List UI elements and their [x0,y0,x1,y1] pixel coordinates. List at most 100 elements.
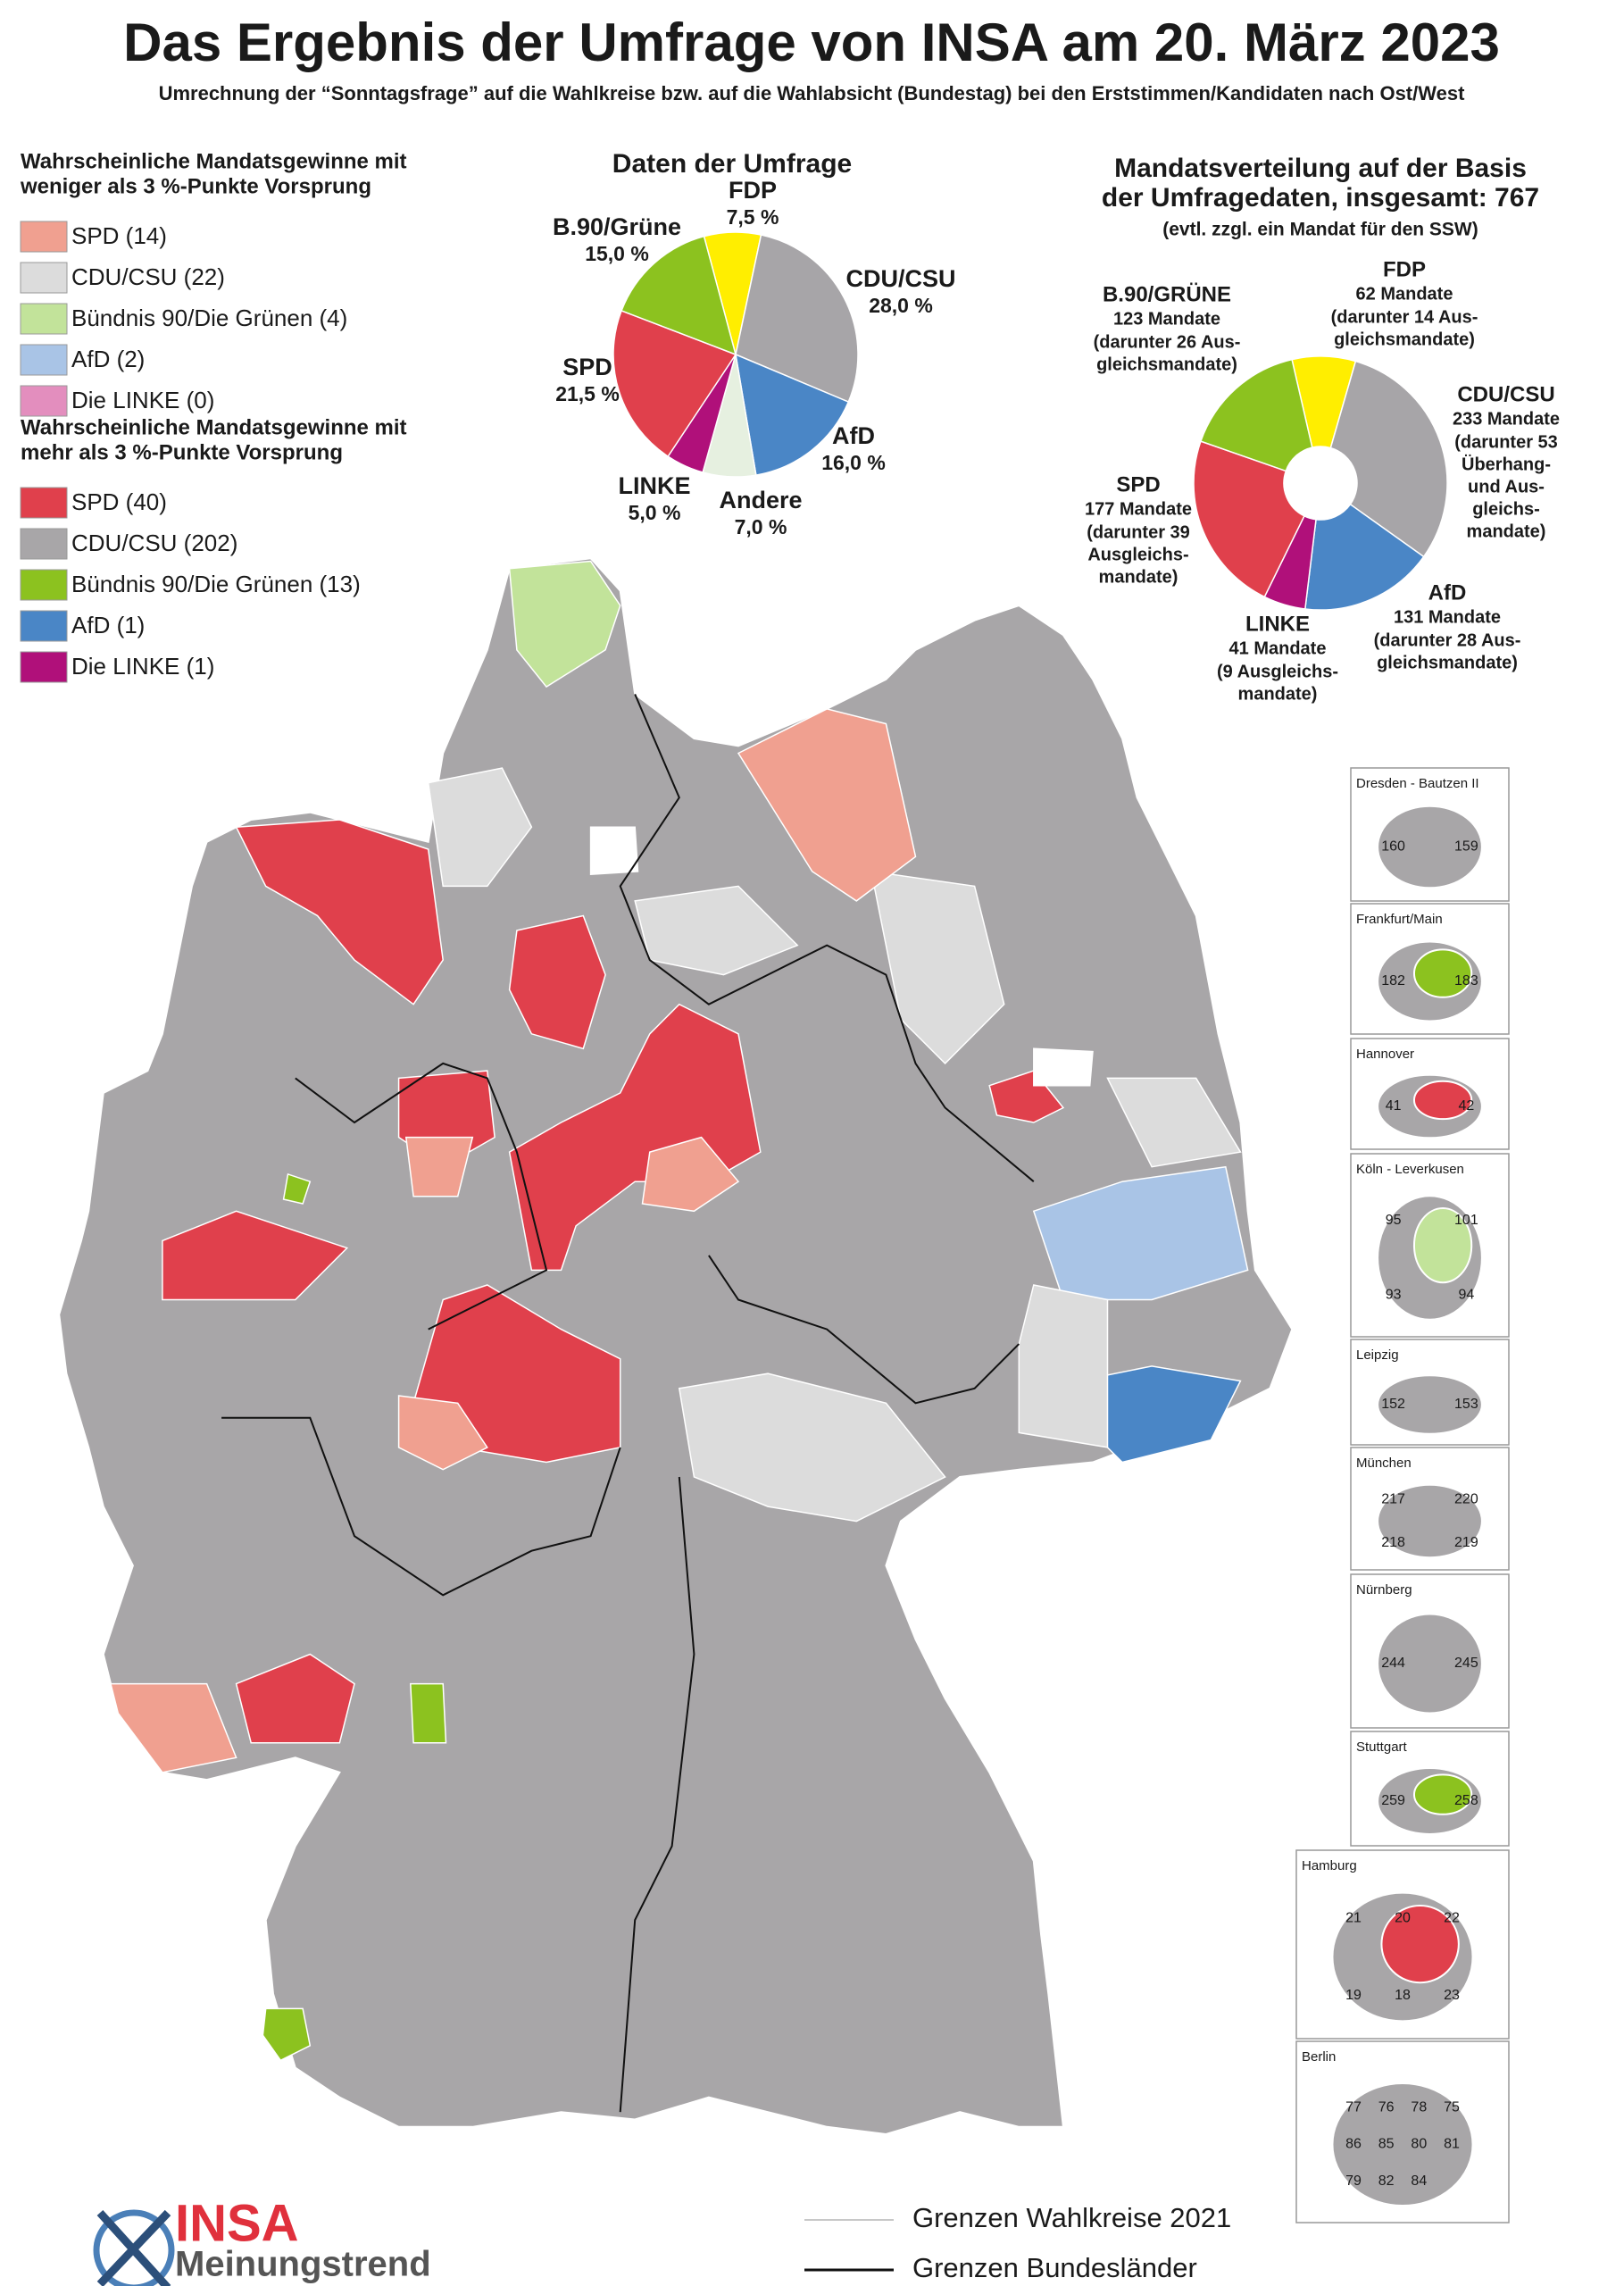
inset-region [1412,948,1473,998]
state-border [708,1255,1020,1405]
inset-label: 20 [1395,1911,1411,1926]
map [58,557,1294,2136]
legend-swatch [20,610,68,642]
slice-value-label: 7,0 % [735,515,787,538]
inset-label: 41 [1386,1098,1402,1114]
inset-label: 85 [1378,2137,1395,2152]
slice-note: (darunter 53 [1454,432,1558,452]
map-legend-label: Grenzen Bundesländer [912,2252,1197,2283]
constituency-region [641,1136,740,1213]
slice-value-label: 131 Mandate [1394,607,1501,627]
inset-label: 219 [1454,1535,1478,1550]
legend-heading: weniger als 3 %-Punkte Vorsprung [20,174,371,198]
inset-region [1412,1080,1473,1121]
chart-subtitle: (evtl. zzgl. ein Mandat für den SSW) [1162,220,1478,240]
slice-value-label: 41 Mandate [1229,638,1327,658]
inset-label: 21 [1345,1911,1362,1926]
logo-ring [93,2209,175,2286]
inset-label: 84 [1411,2173,1427,2189]
slice-note: (9 Ausgleichs- [1217,662,1338,681]
slice-value-label: 16,0 % [821,451,886,474]
inset-title: Hamburg [1302,1858,1357,1873]
slice-value-label: 177 Mandate [1085,499,1192,519]
inset-label: 182 [1381,973,1405,989]
legend-label: Bündnis 90/Die Grünen (13) [71,571,361,597]
inset-title: Dresden - Bautzen II [1356,776,1479,791]
inset-region [1412,1773,1473,1815]
constituency-region [1018,1284,1109,1448]
inset-label: 217 [1381,1491,1405,1506]
constituency-region [410,1682,447,1744]
inset-title: Hannover [1356,1047,1414,1062]
inset-label: 77 [1345,2100,1362,2115]
slice-label: AfD [1428,580,1467,605]
slice-value-label: 62 Mandate [1356,284,1453,304]
inset-label: 153 [1454,1397,1478,1412]
inset-label: 259 [1381,1793,1405,1808]
inset-title: Köln - Leverkusen [1356,1162,1464,1177]
inset-label: 183 [1454,973,1478,989]
inset-label: 101 [1454,1213,1478,1228]
inset-region [1331,2082,1474,2207]
inset-title: München [1356,1456,1412,1471]
slice-label: CDU/CSU [1457,382,1554,406]
inset-label: 82 [1378,2173,1395,2189]
inset-label: 42 [1458,1098,1474,1114]
inset-region [1377,1483,1483,1559]
constituency-region [870,871,1005,1064]
logo-tagline: Meinungstrend [175,2245,431,2284]
inset-title: Stuttgart [1356,1740,1408,1755]
inset-region [1377,1613,1483,1714]
slice-note: gleichsmandate) [1334,330,1475,349]
inset-label: 79 [1345,2173,1362,2189]
constituency-region [262,2007,312,2062]
slice-note: (darunter 14 Aus- [1331,307,1478,327]
legend-label: Die LINKE (1) [71,653,214,680]
inset-region [1377,1374,1483,1435]
slice-note: (darunter 39 [1087,522,1190,542]
constituency-region [589,826,639,875]
inset-label: 160 [1381,839,1405,855]
slice-value-label: 7,5 % [727,205,779,229]
slice-label: LINKE [1245,612,1310,636]
inset-label: 220 [1454,1491,1478,1506]
slice-note: gleichsmandate) [1096,355,1237,374]
legend-label: Bündnis 90/Die Grünen (4) [71,305,347,331]
constituency-region [1106,1077,1242,1168]
legend-label: CDU/CSU (202) [71,530,237,556]
inset-title: Frankfurt/Main [1356,912,1443,927]
slice-note: mandate) [1238,684,1318,704]
legend-heading: mehr als 3 %-Punkte Vorsprung [21,440,343,464]
slice-label: SPD [1116,472,1160,496]
slice-label: Andere [719,487,802,513]
chart-title: Daten der Umfrage [612,149,852,179]
slice-label: FDP [1383,257,1426,281]
inset-label: 258 [1454,1793,1478,1808]
inset-label: 86 [1345,2137,1362,2152]
legend-swatch [20,344,68,376]
legend-label: Die LINKE (0) [71,387,214,413]
slice-note: gleichsmandate) [1377,653,1518,672]
legend-label: SPD (14) [71,222,167,249]
slice-value-label: 15,0 % [585,242,649,265]
slice-label: B.90/Grüne [553,213,681,240]
inset-label: 81 [1444,2137,1460,2152]
constituency-region [678,1372,946,1523]
constituency-region [282,1172,312,1205]
slice-label: FDP [729,177,777,204]
chart-title: Mandatsverteilung auf der Basis [1114,154,1527,183]
logo-cross [96,2209,171,2286]
legend-label: SPD (40) [71,488,167,515]
slice-note: mandate) [1467,521,1546,541]
legend-swatch [20,651,68,683]
legend-swatch [20,528,68,560]
inset-label: 244 [1381,1656,1405,1671]
slice-note: Überhang- [1462,454,1551,474]
slice-note: gleichs- [1472,499,1540,519]
legend-label: AfD (2) [71,346,145,372]
map-legend-label: Grenzen Wahlkreise 2021 [912,2202,1231,2233]
slice-label: LINKE [619,472,691,499]
legend-heading: Wahrscheinliche Mandatsgewinne mit [21,415,407,439]
donut-hole [1284,446,1357,520]
